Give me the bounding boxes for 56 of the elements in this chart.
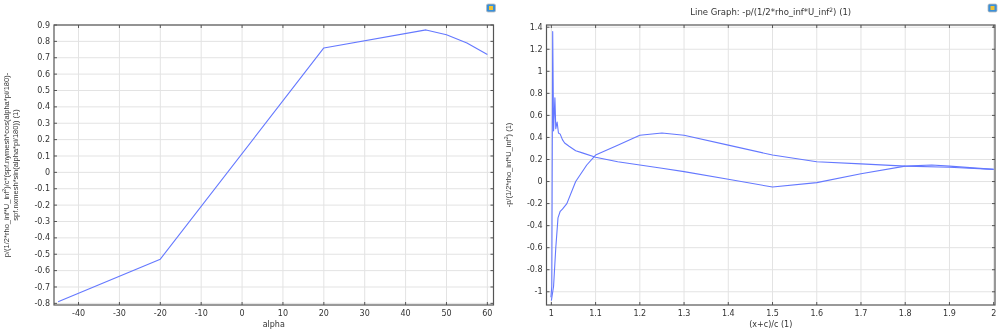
x-tick-label: 1.5 bbox=[766, 309, 779, 318]
x-tick-label: 1.8 bbox=[898, 309, 912, 318]
x-axis-title: alpha bbox=[262, 320, 285, 329]
y-tick-label: 1.4 bbox=[529, 22, 543, 32]
y-tick-label: -0.8 bbox=[526, 265, 543, 275]
y-tick-label: 0 bbox=[537, 177, 543, 187]
y-tick-label: -1 bbox=[534, 287, 543, 297]
x-tick-label: -40 bbox=[71, 309, 86, 318]
x-tick-label: 10 bbox=[277, 309, 289, 318]
x-tick-label: -20 bbox=[153, 309, 167, 318]
chart-title: Line Graph: -p/(1/2*rho_inf*U_inf$^{2}$) (1) bbox=[690, 5, 852, 17]
x-tick-label: 20 bbox=[318, 309, 329, 318]
y-tick-label: 0.7 bbox=[37, 53, 50, 63]
y-tick-label: 0 bbox=[44, 167, 50, 177]
x-tick-label: 30 bbox=[359, 309, 370, 318]
y-tick-label: -0.4 bbox=[34, 233, 50, 243]
x-tick-label: 0 bbox=[239, 309, 245, 318]
y-tick-label: -0.2 bbox=[526, 199, 543, 209]
x-tick-label: -10 bbox=[194, 309, 208, 318]
y-tick-label: 0.8 bbox=[529, 88, 543, 98]
y-tick-label: -0.5 bbox=[34, 249, 50, 259]
y-tick-label: -0.1 bbox=[34, 184, 50, 194]
y-tick-label: -0.6 bbox=[34, 266, 50, 276]
y-tick-label: 0.6 bbox=[529, 110, 543, 120]
x-tick-label: 1.2 bbox=[633, 309, 647, 318]
x-tick-label: 1.4 bbox=[721, 309, 735, 318]
x-tick-label: 50 bbox=[441, 309, 452, 318]
y-tick-label: 0.1 bbox=[37, 151, 50, 161]
y-tick-label: 0.4 bbox=[37, 102, 50, 112]
x-tick-label: 2 bbox=[991, 309, 997, 318]
y-tick-label: -0.4 bbox=[526, 221, 543, 231]
x-tick-label: 60 bbox=[482, 309, 493, 318]
x-axis-title: (x+c)/c (1) bbox=[749, 320, 793, 329]
y-tick-label: 1.2 bbox=[529, 44, 543, 54]
y-tick-label: -0.7 bbox=[34, 282, 50, 292]
x-tick-label: 40 bbox=[400, 309, 411, 318]
x-tick-label: 1.9 bbox=[943, 309, 956, 318]
y-tick-label: 0.9 bbox=[37, 20, 50, 30]
y-tick-label: 0.3 bbox=[37, 118, 50, 128]
x-tick-label: 1.1 bbox=[589, 309, 602, 318]
y-tick-label: 0.8 bbox=[37, 36, 50, 46]
y-tick-label: -0.2 bbox=[34, 200, 50, 210]
x-tick-label: 1.3 bbox=[677, 309, 691, 318]
x-tick-label: 1 bbox=[548, 309, 554, 318]
y-tick-label: 0.5 bbox=[37, 86, 50, 96]
y-tick-label: -0.6 bbox=[526, 243, 543, 253]
y-tick-label: 0.4 bbox=[529, 133, 543, 142]
y-tick-label: -0.8 bbox=[34, 298, 50, 308]
y-tick-label: 1 bbox=[537, 66, 543, 76]
x-tick-label: 1.6 bbox=[810, 309, 824, 318]
y-tick-label: 0.2 bbox=[529, 155, 543, 165]
y-tick-label: -0.3 bbox=[34, 217, 50, 227]
x-tick-label: -30 bbox=[112, 309, 126, 318]
y-tick-label: 0.6 bbox=[37, 69, 50, 79]
y-tick-label: 0.2 bbox=[37, 135, 50, 145]
x-tick-label: 1.7 bbox=[854, 309, 868, 318]
